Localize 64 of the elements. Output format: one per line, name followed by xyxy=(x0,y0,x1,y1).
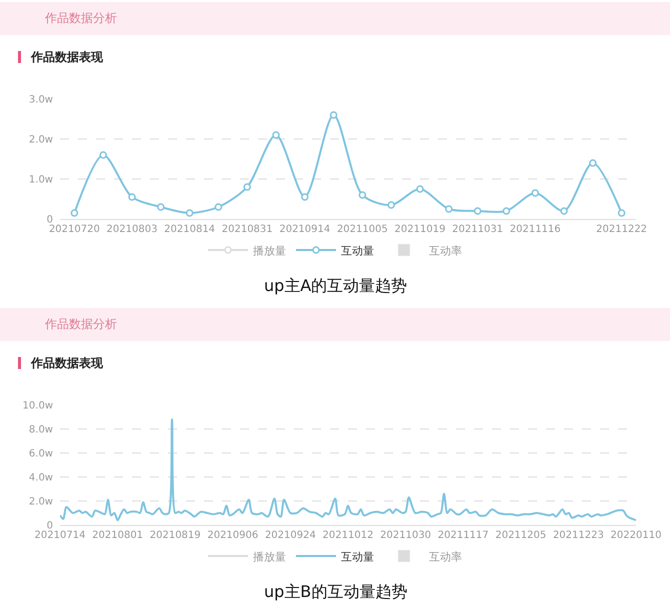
x-tick-label: 20210831 xyxy=(222,224,273,235)
chart-title: 作品数据分析 xyxy=(44,317,117,331)
point xyxy=(128,193,136,201)
point xyxy=(589,159,597,167)
y-tick-label: 10.0w xyxy=(22,400,53,412)
point xyxy=(99,151,107,159)
x-tick-label: 20210720 xyxy=(48,224,100,235)
x-tick-label: 20210906 xyxy=(207,530,258,541)
y-tick-label: 0 xyxy=(46,214,53,226)
y-tick-label: 0 xyxy=(46,520,53,532)
x-tick-label: 20211031 xyxy=(452,224,504,235)
x-tick-label: 20211012 xyxy=(322,530,374,541)
point xyxy=(445,205,453,213)
y-tick-label: 1.0w xyxy=(28,174,53,186)
x-tick-label: 20210814 xyxy=(164,224,216,235)
x-tick-label: 20211117 xyxy=(438,530,489,541)
x-tick-label: 20211005 xyxy=(336,224,388,235)
chart-title: 作品数据分析 xyxy=(44,11,117,25)
y-tick-label: 2.0w xyxy=(28,134,53,146)
point xyxy=(186,209,194,217)
point xyxy=(560,207,568,215)
x-tick-label: 20210914 xyxy=(279,224,330,235)
text: up主A的互动量趋势 xyxy=(264,276,408,295)
point xyxy=(70,209,78,217)
x-tick-label: 20220110 xyxy=(610,530,662,541)
point xyxy=(618,209,626,217)
point xyxy=(214,203,222,211)
chart-subtitle: 作品数据表现 xyxy=(30,356,104,370)
x-tick-label: 20211205 xyxy=(495,530,546,541)
y-tick-label: 8.0w xyxy=(28,424,53,436)
legend-label: 播放量 xyxy=(253,244,286,258)
point xyxy=(157,203,165,211)
point xyxy=(330,111,338,119)
y-tick-label: 6.0w xyxy=(28,448,53,460)
point xyxy=(272,131,280,139)
y-tick-label: 3.0w xyxy=(28,94,53,106)
x-tick-label: 20210819 xyxy=(150,530,201,541)
x-tick-label: 20210924 xyxy=(264,530,316,541)
line-series xyxy=(60,418,636,522)
x-tick-label: 20211030 xyxy=(380,530,432,541)
x-tick-label: 20211223 xyxy=(552,530,604,541)
point xyxy=(358,191,366,199)
point xyxy=(531,189,539,197)
x-tick-label: 20211116 xyxy=(510,224,561,235)
point xyxy=(502,207,510,215)
chart-subtitle: 作品数据表现 xyxy=(30,50,104,64)
legend-label: 播放量 xyxy=(253,550,286,564)
legend-label: 互动率 xyxy=(429,550,462,564)
point xyxy=(387,201,395,209)
legend-label: 互动率 xyxy=(429,244,462,258)
point xyxy=(301,193,309,201)
x-tick-label: 20211019 xyxy=(394,224,446,235)
point xyxy=(416,185,424,193)
point xyxy=(243,183,251,191)
x-tick-label: 20211222 xyxy=(596,224,648,235)
legend-label: 互动量 xyxy=(341,244,374,258)
x-tick-label: 20210714 xyxy=(34,530,86,541)
x-tick-label: 20210801 xyxy=(92,530,144,541)
text: up主B的互动量趋势 xyxy=(264,582,408,601)
y-tick-label: 2.0w xyxy=(28,496,53,508)
x-tick-label: 20210803 xyxy=(106,224,158,235)
point xyxy=(474,207,482,215)
legend-label: 互动量 xyxy=(341,550,374,564)
y-tick-label: 4.0w xyxy=(28,472,53,484)
